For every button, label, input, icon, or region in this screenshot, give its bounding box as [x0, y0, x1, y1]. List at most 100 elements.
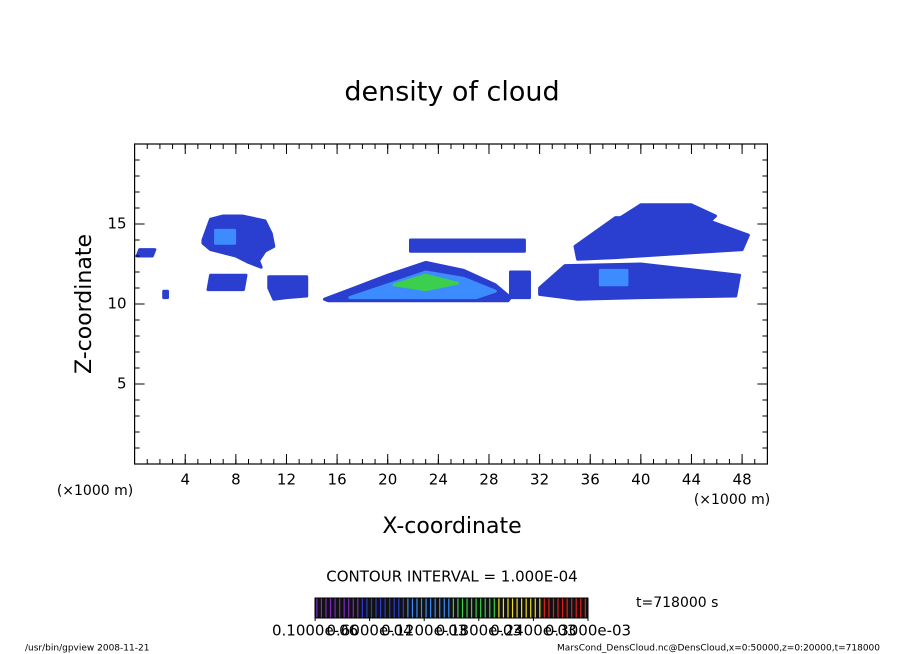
x-unit-label: (×1000 m)	[694, 492, 770, 508]
colorbar-stripe	[334, 598, 336, 618]
colorbar-stripe	[480, 598, 482, 618]
colorbar-stripe	[457, 598, 459, 618]
colorbar-tick-label: 0.1800e-03	[436, 622, 522, 640]
cloud-region	[598, 268, 629, 287]
cloud-region	[409, 238, 526, 253]
x-tick-label: 40	[631, 471, 650, 489]
colorbar-stripe	[484, 598, 486, 618]
colorbar-stripe	[329, 598, 332, 618]
colorbar-tick-label: 0.2400e-03	[490, 622, 576, 640]
colorbar-stripe	[507, 598, 509, 618]
y-tick-label: 15	[108, 215, 127, 233]
x-tick-label: 48	[733, 471, 752, 489]
colorbar-stripe	[407, 598, 409, 618]
colorbar-tick-label: 0.1200e-03	[381, 622, 467, 640]
cloud-region	[538, 262, 742, 301]
colorbar-stripe	[316, 598, 318, 618]
colorbar-stripe	[370, 598, 373, 618]
x-tick-label: 24	[429, 471, 448, 489]
colorbar-stripe	[398, 598, 400, 618]
colorbar-stripe	[461, 598, 464, 618]
colorbar-stripe	[411, 598, 414, 618]
colorbar-stripe	[493, 598, 495, 618]
colorbar-frame	[314, 597, 589, 619]
colorbar-stripe	[502, 598, 505, 618]
cloud-region	[214, 228, 237, 245]
cloud-region	[573, 216, 750, 261]
colorbar-stripe	[434, 598, 436, 618]
colorbar-stripe	[393, 598, 395, 618]
colorbar-stripe	[443, 598, 445, 618]
colorbar-stripe	[584, 598, 586, 618]
colorbar-stripe	[516, 598, 518, 618]
colorbar-stripe	[348, 598, 350, 618]
colorbar-stripe	[552, 598, 555, 618]
x-tick-label: 28	[479, 471, 498, 489]
cloud-region	[508, 270, 531, 300]
colorbar-stripe	[357, 598, 359, 618]
colorbar-stripe	[571, 598, 573, 618]
colorbar-stripe	[470, 598, 473, 618]
x-tick-label: 16	[328, 471, 347, 489]
colorbar-stripe	[543, 598, 545, 618]
time-label: t=718000 s	[636, 595, 718, 611]
colorbar-stripe	[566, 598, 568, 618]
cloud-region	[206, 273, 248, 292]
colorbar-stripe	[521, 598, 523, 618]
colorbar-stripe	[511, 598, 514, 618]
colorbar-stripe	[448, 598, 450, 618]
colorbar-stripe	[575, 598, 577, 618]
colorbar-stripe	[561, 598, 564, 618]
colorbar-stripe	[366, 598, 368, 618]
colorbar-stripe	[466, 598, 468, 618]
x-tick-label: 8	[231, 471, 241, 489]
colorbar-stripe	[352, 598, 354, 618]
colorbar-stripe	[416, 598, 418, 618]
colorbar-stripe	[325, 598, 327, 618]
y-axis-label: Z-coordinate	[72, 234, 97, 374]
colorbar-stripe	[361, 598, 363, 618]
colorbar-bg	[315, 598, 588, 618]
colorbar-stripe	[379, 598, 382, 618]
colorbar-stripe	[548, 598, 550, 618]
cloud-region	[201, 214, 276, 269]
colorbar-stripe	[425, 598, 427, 618]
colorbar-stripe	[384, 598, 386, 618]
x-tick-label: 44	[682, 471, 701, 489]
colorbar-stripe	[498, 598, 500, 618]
x-tick-label: 36	[581, 471, 600, 489]
colorbar-stripe	[580, 598, 582, 618]
colorbar-stripe	[530, 598, 532, 618]
colorbar-stripe	[452, 598, 454, 618]
x-tick-label: 12	[277, 471, 296, 489]
colorbar-tick-label: 0.1000e-06	[272, 622, 358, 640]
x-tick-label: 32	[530, 471, 549, 489]
colorbar-stripe	[339, 598, 341, 618]
colorbar-stripe	[343, 598, 345, 618]
plot-frame	[134, 143, 768, 465]
colorbar-stripe	[320, 598, 323, 618]
footer-left: /usr/bin/gpview 2008-11-21	[25, 644, 149, 654]
colorbar-stripe	[534, 598, 536, 618]
cloud-region	[135, 248, 157, 258]
colorbar-stripe	[430, 598, 432, 618]
colorbar-stripe	[420, 598, 423, 618]
footer-right: MarsCond_DensCloud.nc@DensCloud,x=0:5000…	[557, 644, 880, 654]
colorbar-stripe	[539, 598, 541, 618]
x-axis-label: X-coordinate	[382, 514, 521, 539]
colorbar-stripe	[375, 598, 377, 618]
x-tick-label: 20	[378, 471, 397, 489]
colorbar-stripe	[439, 598, 441, 618]
cloud-region	[392, 273, 459, 292]
y-tick-label: 5	[117, 375, 127, 393]
colorbar-stripe	[489, 598, 491, 618]
y-tick-label: 10	[108, 295, 127, 313]
cloud-region	[267, 275, 309, 301]
x-tick-label: 4	[180, 471, 190, 489]
colorbar-tick-label: 0.6000e-04	[326, 622, 412, 640]
colorbar-stripe	[525, 598, 527, 618]
y-unit-label: (×1000 m)	[57, 483, 133, 499]
colorbar-stripe	[475, 598, 477, 618]
contour-interval: CONTOUR INTERVAL = 1.000E-04	[326, 568, 577, 586]
